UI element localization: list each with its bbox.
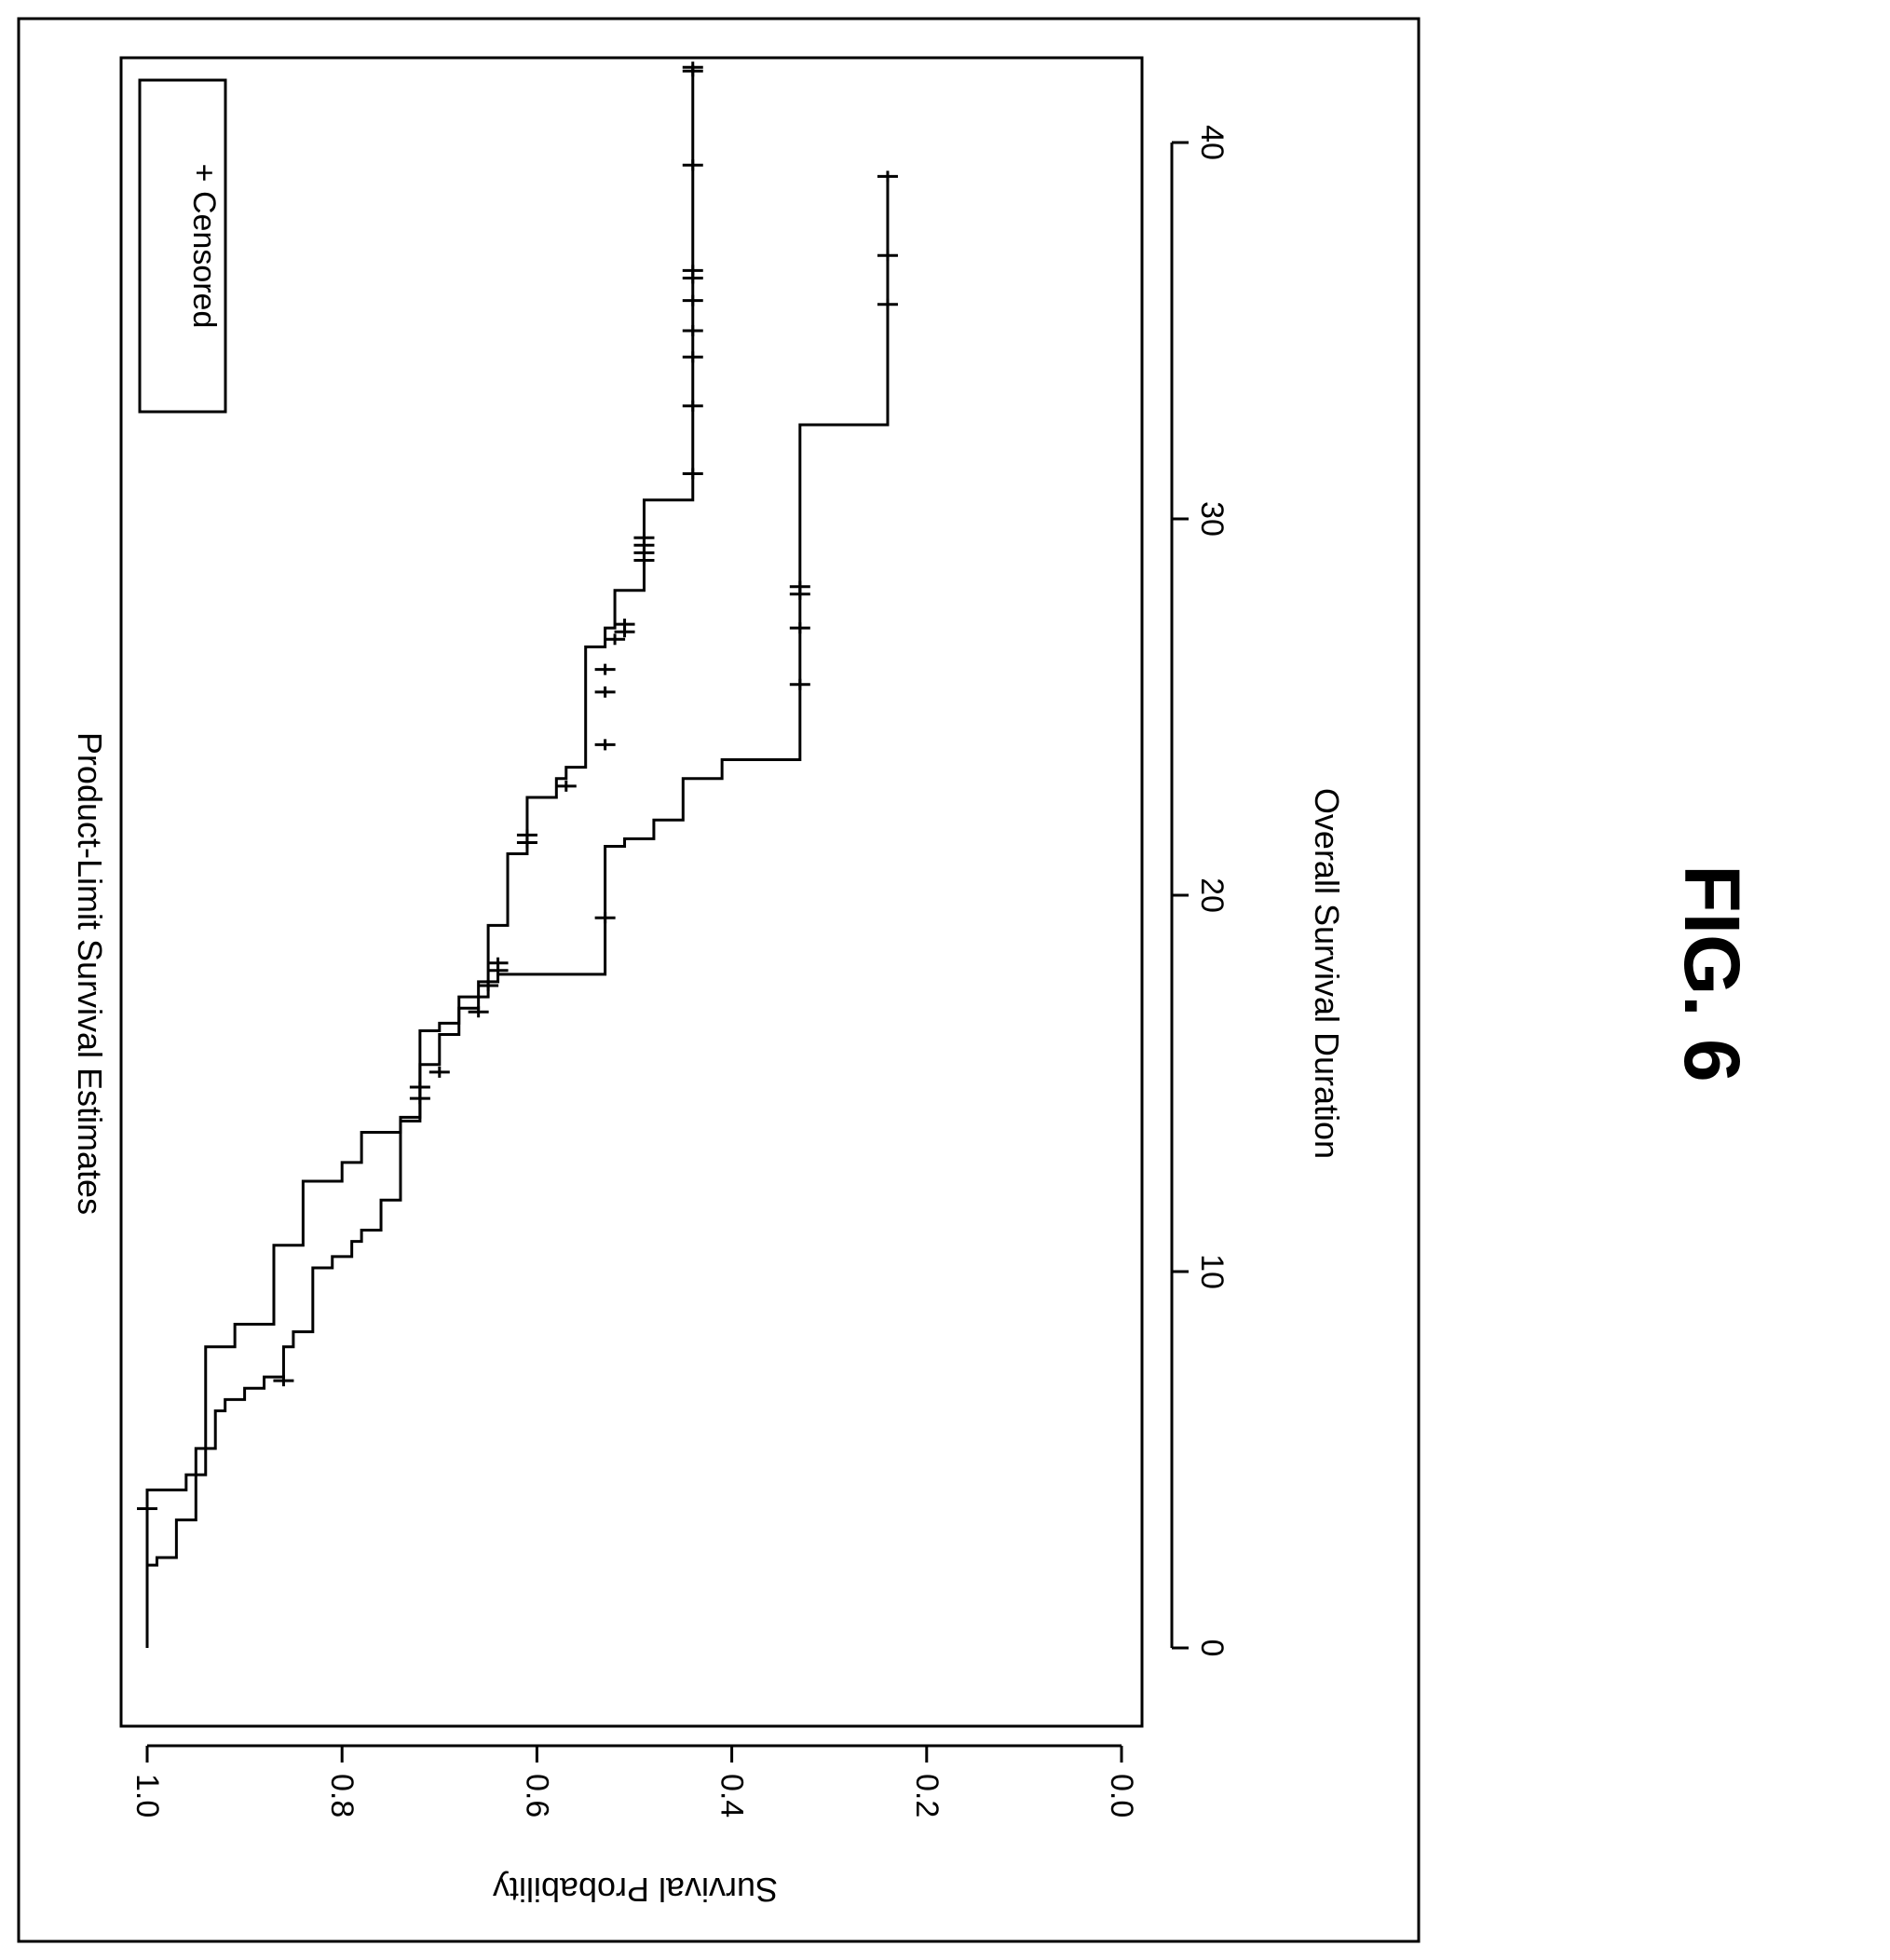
- legend: + Censored: [138, 78, 227, 414]
- y-axis-label: Survival Probability: [493, 1871, 778, 1909]
- censor-mark-series-1: [468, 1006, 489, 1018]
- y-tick-label: 0.4: [714, 1774, 750, 1817]
- censor-mark-series-1: [682, 265, 703, 277]
- censor-mark-series-1: [682, 294, 703, 306]
- x-tick-label: 0: [1194, 1640, 1230, 1657]
- censor-mark-series-1: [478, 979, 499, 991]
- legend-label: + Censored: [186, 164, 222, 329]
- plot-area: [119, 56, 1144, 1728]
- censor-mark-series-2: [877, 170, 898, 183]
- x-tick-label: 40: [1194, 125, 1230, 160]
- figure-label: FIG. 6: [1668, 864, 1756, 1082]
- x-tick-label: 30: [1194, 501, 1230, 537]
- censor-mark-series-1: [614, 619, 635, 631]
- censor-mark-series-1: [594, 686, 616, 698]
- censor-mark-series-1: [516, 829, 537, 841]
- censor-mark-series-1: [409, 1093, 430, 1105]
- x-axis-label: Overall Survival Duration: [1308, 788, 1346, 1159]
- censor-mark-series-1: [605, 633, 626, 646]
- censor-mark-series-1: [682, 325, 703, 336]
- series-layer: [145, 67, 890, 1648]
- censor-mark-series-2: [877, 298, 898, 310]
- survival-curve-2: [145, 176, 890, 1648]
- censor-mark-series-1: [633, 532, 655, 544]
- censor-mark-series-2: [789, 580, 810, 592]
- censor-mark-series-1: [594, 663, 616, 675]
- y-tick-label: 0.0: [1104, 1774, 1139, 1817]
- x-tick-label: 10: [1194, 1254, 1230, 1289]
- censor-mark-series-1: [487, 957, 509, 969]
- x-tick-label: 20: [1194, 878, 1230, 913]
- censor-mark-series-2: [428, 1066, 450, 1078]
- survival-curve-1: [145, 67, 695, 1648]
- censor-mark-series-1: [594, 739, 616, 751]
- axes: 0 10 20 30 40 0.0 0.2 0.4 0.6 0.8 1.0: [129, 125, 1230, 1817]
- censor-mark-series-1: [682, 351, 703, 363]
- censor-layer: [137, 61, 898, 1515]
- censor-mark-series-1: [137, 1503, 157, 1515]
- censor-mark-series-1: [682, 61, 703, 74]
- censor-mark-series-1: [555, 780, 577, 792]
- y-tick-label: 0.8: [324, 1774, 360, 1817]
- censor-mark-series-2: [789, 622, 810, 634]
- outer-frame: [17, 17, 1421, 1943]
- censor-mark-series-1: [682, 400, 703, 412]
- censor-mark-series-1: [682, 468, 703, 480]
- censor-mark-series-2: [877, 250, 898, 262]
- y-tick-label: 1.0: [129, 1774, 165, 1817]
- censor-mark-series-1: [682, 159, 703, 171]
- y-tick-label: 0.6: [519, 1774, 554, 1817]
- censor-mark-series-2: [594, 912, 616, 924]
- chart-title: Product-Limit Survival Estimates: [71, 732, 109, 1215]
- censor-mark-series-2: [273, 1375, 294, 1387]
- legend-box: [138, 78, 227, 414]
- censor-mark-series-2: [409, 1082, 430, 1094]
- y-tick-label: 0.2: [909, 1774, 945, 1817]
- censor-mark-series-2: [789, 678, 810, 690]
